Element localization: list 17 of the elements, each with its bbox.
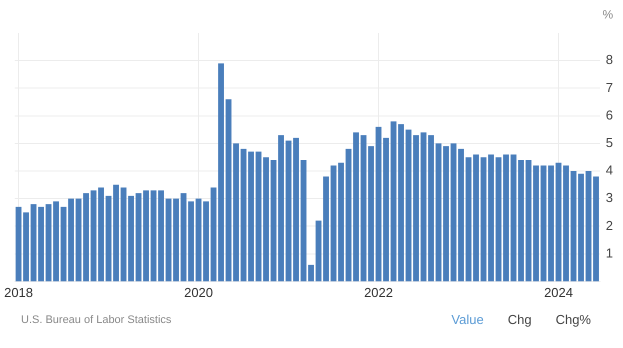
x-tick-label: 2018: [4, 284, 34, 300]
y-axis-title: %: [602, 7, 614, 22]
x-tick-label: 2022: [364, 284, 393, 300]
y-tick-label: 4: [606, 162, 614, 178]
y-tick-label: 2: [606, 218, 614, 233]
text: U.S. Bureau of Labor Statistics: [21, 314, 172, 326]
y-tick-label: 3: [606, 190, 614, 206]
text: Chg: [508, 312, 532, 327]
x-tick-label: 2020: [184, 284, 213, 300]
x-tick-label: 2024: [544, 284, 573, 300]
y-tick-label: 5: [606, 134, 614, 150]
y-tick-label: 7: [606, 80, 614, 95]
y-tick-label: 6: [606, 107, 614, 122]
text: Value: [451, 312, 484, 327]
y-tick-label: 8: [606, 52, 614, 68]
text: Chg%: [556, 312, 591, 327]
y-tick-label: 1: [606, 245, 614, 260]
